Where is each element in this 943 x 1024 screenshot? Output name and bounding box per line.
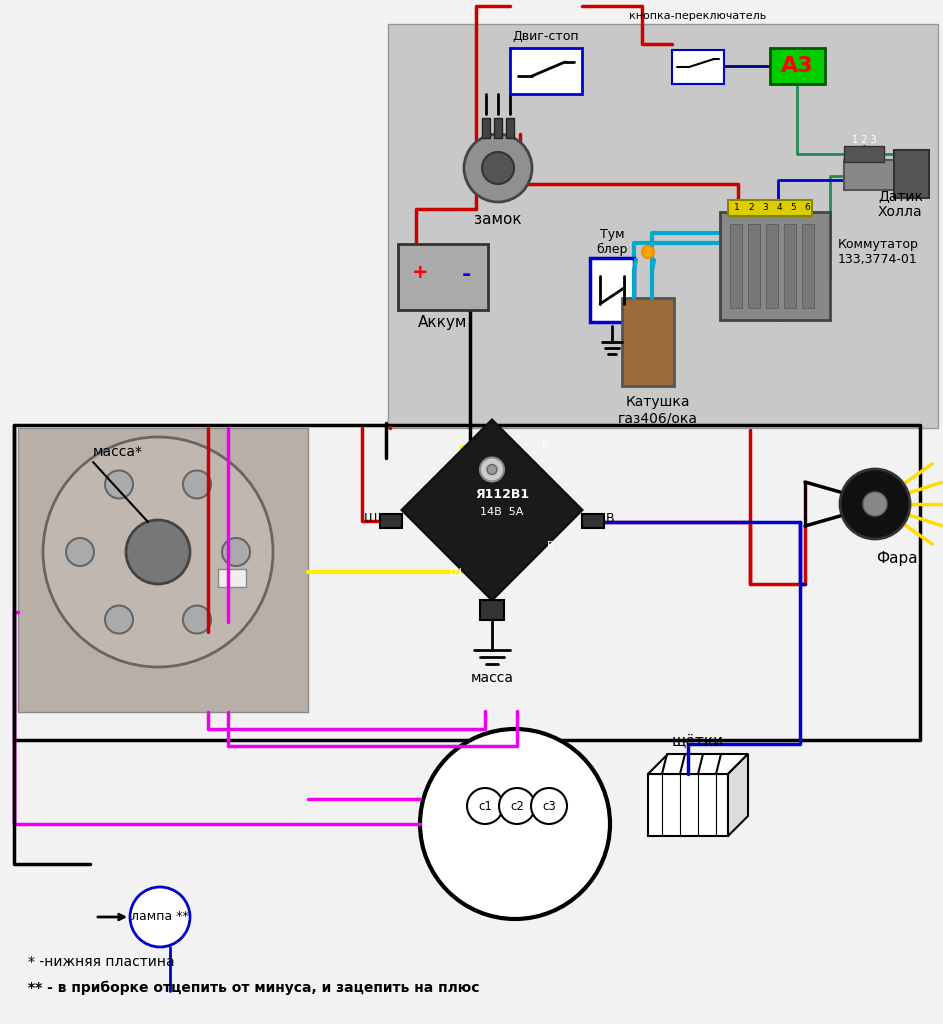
Circle shape — [420, 729, 610, 919]
Text: Аккум: Аккум — [419, 315, 468, 331]
Text: щётки: щётки — [672, 733, 724, 749]
Circle shape — [183, 470, 211, 499]
Text: 1 2 3: 1 2 3 — [852, 135, 876, 145]
Text: Я112В1: Я112В1 — [475, 487, 529, 501]
Circle shape — [66, 538, 94, 566]
FancyBboxPatch shape — [494, 118, 502, 138]
Circle shape — [487, 465, 497, 474]
Text: 3: 3 — [762, 203, 768, 212]
Circle shape — [480, 458, 504, 481]
Circle shape — [863, 492, 887, 516]
Circle shape — [531, 788, 567, 824]
Circle shape — [222, 538, 250, 566]
Polygon shape — [648, 754, 748, 774]
FancyBboxPatch shape — [672, 50, 724, 84]
Circle shape — [43, 437, 273, 667]
Text: Фара: Фара — [876, 552, 918, 566]
FancyBboxPatch shape — [784, 224, 796, 308]
Circle shape — [464, 134, 532, 202]
FancyBboxPatch shape — [506, 118, 514, 138]
FancyBboxPatch shape — [590, 258, 634, 322]
Text: замок: замок — [474, 213, 521, 227]
FancyBboxPatch shape — [766, 224, 778, 308]
FancyBboxPatch shape — [582, 514, 604, 528]
Circle shape — [105, 470, 133, 499]
Text: Тум
блер: Тум блер — [596, 228, 628, 256]
Circle shape — [130, 887, 190, 947]
Text: А3: А3 — [781, 56, 813, 76]
Circle shape — [499, 788, 535, 824]
Text: 5: 5 — [790, 203, 796, 212]
Text: 6: 6 — [804, 203, 810, 212]
Circle shape — [126, 520, 190, 584]
Text: с2: с2 — [510, 800, 524, 812]
FancyBboxPatch shape — [218, 569, 246, 587]
Text: В: В — [547, 541, 554, 551]
Text: Ш: Ш — [450, 568, 462, 578]
Polygon shape — [728, 754, 748, 836]
FancyBboxPatch shape — [380, 514, 402, 528]
FancyBboxPatch shape — [728, 200, 812, 216]
Circle shape — [105, 605, 133, 634]
FancyBboxPatch shape — [510, 48, 582, 94]
Text: Катушка
газ406/ока: Катушка газ406/ока — [618, 395, 698, 425]
Text: * -нижняя пластина: * -нижняя пластина — [28, 955, 174, 969]
Text: +: + — [412, 262, 428, 282]
Text: масса*: масса* — [93, 445, 143, 459]
FancyBboxPatch shape — [398, 244, 488, 310]
FancyBboxPatch shape — [770, 48, 825, 84]
Text: с3: с3 — [542, 800, 555, 812]
Text: 14В  5А: 14В 5А — [480, 507, 523, 517]
Text: 1: 1 — [734, 203, 740, 212]
Text: 4: 4 — [776, 203, 782, 212]
Text: Б: Б — [542, 437, 550, 447]
FancyBboxPatch shape — [720, 212, 830, 319]
FancyBboxPatch shape — [802, 224, 814, 308]
Text: масса: масса — [471, 671, 514, 685]
Text: Ш: Ш — [363, 512, 376, 524]
Circle shape — [482, 152, 514, 184]
FancyBboxPatch shape — [748, 224, 760, 308]
Text: с1: с1 — [478, 800, 492, 812]
Text: кнопка-переключатель: кнопка-переключатель — [629, 11, 767, 22]
Text: Двиг-стоп: Двиг-стоп — [513, 30, 579, 43]
Text: Коммутатор
133,3774-01: Коммутатор 133,3774-01 — [838, 238, 918, 266]
FancyBboxPatch shape — [622, 298, 674, 386]
Circle shape — [840, 469, 910, 539]
Text: В: В — [605, 512, 614, 524]
Text: ** - в приборке отцепить от минуса, и зацепить на плюс: ** - в приборке отцепить от минуса, и за… — [28, 981, 479, 995]
Text: лампа **: лампа ** — [131, 910, 189, 924]
Text: Датик
Холла: Датик Холла — [878, 188, 923, 219]
FancyBboxPatch shape — [894, 150, 929, 198]
Circle shape — [642, 246, 654, 258]
Circle shape — [183, 605, 211, 634]
FancyBboxPatch shape — [844, 146, 884, 162]
Text: 2: 2 — [748, 203, 753, 212]
FancyBboxPatch shape — [730, 224, 742, 308]
Polygon shape — [402, 420, 582, 600]
FancyBboxPatch shape — [388, 24, 938, 428]
FancyBboxPatch shape — [844, 160, 906, 190]
FancyBboxPatch shape — [480, 600, 504, 620]
FancyBboxPatch shape — [18, 428, 308, 712]
Text: -: - — [461, 265, 471, 285]
Circle shape — [467, 788, 503, 824]
FancyBboxPatch shape — [482, 118, 490, 138]
FancyBboxPatch shape — [648, 774, 728, 836]
